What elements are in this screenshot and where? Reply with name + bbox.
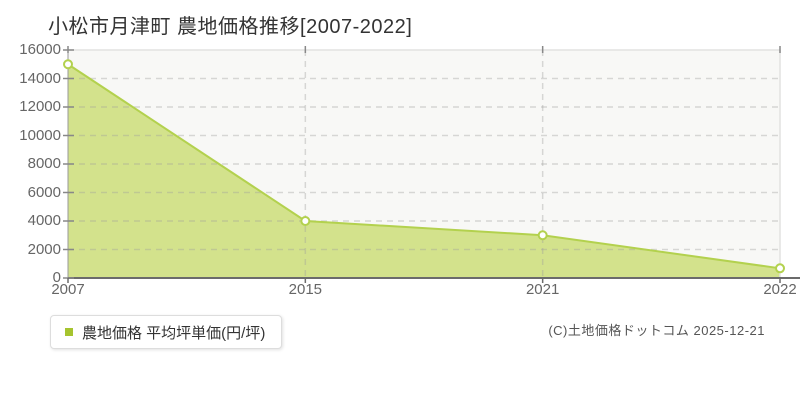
chart-title: 小松市月津町 農地価格推移[2007-2022] xyxy=(48,16,413,38)
legend-label: 農地価格 平均坪単価(円/坪) xyxy=(82,324,266,342)
data-point-2021[interactable] xyxy=(537,230,548,241)
x-tick-label: 2007 xyxy=(51,281,85,298)
x-tick-label: 2015 xyxy=(288,281,323,298)
copyright-text: (C)土地価格ドットコム 2025-12-21 xyxy=(548,323,765,338)
y-tick-label: 8000 xyxy=(27,155,61,172)
x-tick-label: 2022 xyxy=(763,281,797,298)
data-point-2007[interactable] xyxy=(63,59,73,70)
y-tick-label: 0 xyxy=(52,269,61,286)
y-tick-label: 6000 xyxy=(27,183,61,201)
y-tick-label: 16000 xyxy=(19,41,61,58)
x-tick-label: 2021 xyxy=(525,281,560,298)
data-point-2022[interactable] xyxy=(775,263,785,274)
y-tick-label: 12000 xyxy=(19,98,61,115)
series-marker-icon xyxy=(65,328,73,336)
y-tick-label: 14000 xyxy=(19,69,61,87)
area-fill xyxy=(68,64,780,278)
series-line xyxy=(67,63,781,270)
data-point-2015[interactable] xyxy=(300,216,311,226)
y-tick-label: 4000 xyxy=(27,212,61,229)
legend: 農地価格 平均坪単価(円/坪) xyxy=(50,315,283,349)
y-tick-label: 2000 xyxy=(27,240,61,258)
y-tick-label: 10000 xyxy=(19,126,61,144)
